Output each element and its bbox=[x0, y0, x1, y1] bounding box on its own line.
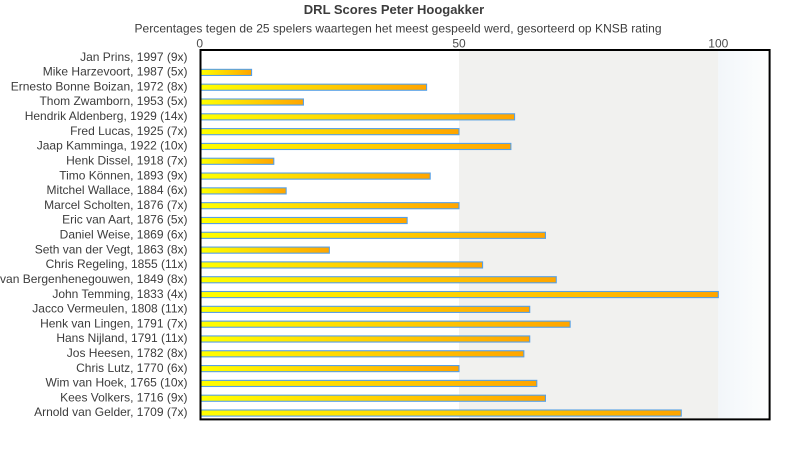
svg-text:Percentages tegen de 25 speler: Percentages tegen de 25 spelers waartege… bbox=[135, 21, 662, 35]
svg-text:Timo Können, 1893 (9x): Timo Können, 1893 (9x) bbox=[59, 168, 187, 182]
svg-text:Fred Lucas, 1925 (7x): Fred Lucas, 1925 (7x) bbox=[70, 124, 187, 138]
svg-text:Daniel Weise, 1869 (6x): Daniel Weise, 1869 (6x) bbox=[60, 228, 188, 242]
svg-text:Jan Prins, 1997 (9x): Jan Prins, 1997 (9x) bbox=[80, 50, 187, 64]
svg-text:Arnold van Gelder, 1709 (7x): Arnold van Gelder, 1709 (7x) bbox=[34, 405, 187, 419]
svg-text:Eric van Aart, 1876 (5x): Eric van Aart, 1876 (5x) bbox=[62, 213, 187, 227]
svg-text:Chris Lutz, 1770 (6x): Chris Lutz, 1770 (6x) bbox=[76, 361, 187, 375]
svg-text:Marcel Scholten, 1876 (7x): Marcel Scholten, 1876 (7x) bbox=[44, 198, 187, 212]
svg-text:Hendrik Aldenberg, 1929 (14x): Hendrik Aldenberg, 1929 (14x) bbox=[25, 109, 188, 123]
svg-text:Ernesto Bonne Boizan, 1972 (8x: Ernesto Bonne Boizan, 1972 (8x) bbox=[11, 79, 188, 93]
svg-text:Henk van Lingen, 1791 (7x): Henk van Lingen, 1791 (7x) bbox=[40, 316, 187, 330]
svg-text:Mitchel Wallace, 1884 (6x): Mitchel Wallace, 1884 (6x) bbox=[47, 183, 188, 197]
svg-text:Wim van Hoek, 1765 (10x): Wim van Hoek, 1765 (10x) bbox=[45, 376, 187, 390]
svg-text:Jacco Vermeulen, 1808 (11x): Jacco Vermeulen, 1808 (11x) bbox=[32, 302, 187, 316]
svg-text:Mike Harzevoort, 1987 (5x): Mike Harzevoort, 1987 (5x) bbox=[43, 65, 188, 79]
svg-text:DRL Scores Peter Hoogakker: DRL Scores Peter Hoogakker bbox=[304, 2, 484, 17]
svg-text:John Temming, 1833 (4x): John Temming, 1833 (4x) bbox=[52, 287, 187, 301]
svg-text:van Bergenhenegouwen, 1849 (8x: van Bergenhenegouwen, 1849 (8x) bbox=[0, 272, 187, 286]
svg-text:Thom Zwamborn, 1953 (5x): Thom Zwamborn, 1953 (5x) bbox=[39, 94, 187, 108]
svg-text:100: 100 bbox=[708, 36, 728, 50]
svg-text:Henk Dissel, 1918 (7x): Henk Dissel, 1918 (7x) bbox=[66, 153, 187, 167]
svg-text:Kees Volkers, 1716 (9x): Kees Volkers, 1716 (9x) bbox=[60, 390, 187, 404]
svg-text:Hans Nijland, 1791 (11x): Hans Nijland, 1791 (11x) bbox=[56, 331, 187, 345]
svg-text:0: 0 bbox=[196, 36, 203, 50]
svg-text:Jaap Kamminga, 1922 (10x): Jaap Kamminga, 1922 (10x) bbox=[37, 139, 188, 153]
svg-text:Jos Heesen, 1782 (8x): Jos Heesen, 1782 (8x) bbox=[67, 346, 188, 360]
svg-text:50: 50 bbox=[452, 36, 466, 50]
svg-text:Chris Regeling, 1855 (11x): Chris Regeling, 1855 (11x) bbox=[46, 257, 188, 271]
svg-text:Seth van der Vegt, 1863 (8x): Seth van der Vegt, 1863 (8x) bbox=[35, 242, 188, 256]
